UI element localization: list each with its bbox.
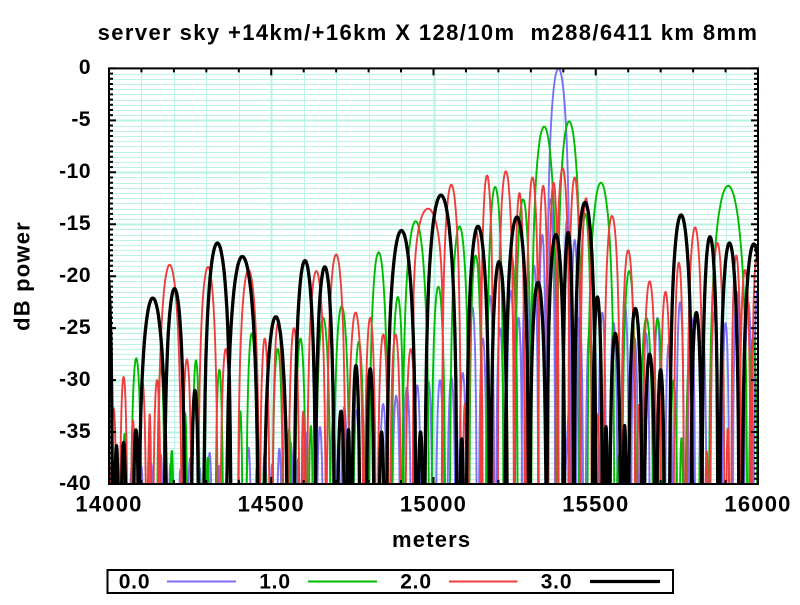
svg-text:-15: -15 <box>59 212 91 235</box>
svg-text:-25: -25 <box>59 316 91 339</box>
svg-text:0.0: 0.0 <box>119 571 151 594</box>
svg-text:server sky +14km/+16km X 128/1: server sky +14km/+16km X 128/10m m288/64… <box>98 20 759 45</box>
svg-text:-35: -35 <box>59 420 91 443</box>
svg-text:16000: 16000 <box>724 492 791 517</box>
svg-text:14000: 14000 <box>75 492 142 517</box>
svg-text:2.0: 2.0 <box>400 571 432 594</box>
svg-text:-30: -30 <box>59 368 91 391</box>
svg-text:15500: 15500 <box>562 492 629 517</box>
svg-text:1.0: 1.0 <box>259 571 291 594</box>
svg-text:3.0: 3.0 <box>541 571 573 594</box>
svg-text:-20: -20 <box>59 264 91 287</box>
svg-text:-10: -10 <box>59 160 91 183</box>
svg-text:-40: -40 <box>59 472 91 495</box>
svg-text:dB power: dB power <box>10 221 35 331</box>
svg-text:-5: -5 <box>71 108 91 131</box>
svg-text:meters: meters <box>392 527 471 552</box>
svg-text:15000: 15000 <box>400 492 467 517</box>
svg-text:14500: 14500 <box>238 492 305 517</box>
svg-text:0: 0 <box>79 56 91 79</box>
